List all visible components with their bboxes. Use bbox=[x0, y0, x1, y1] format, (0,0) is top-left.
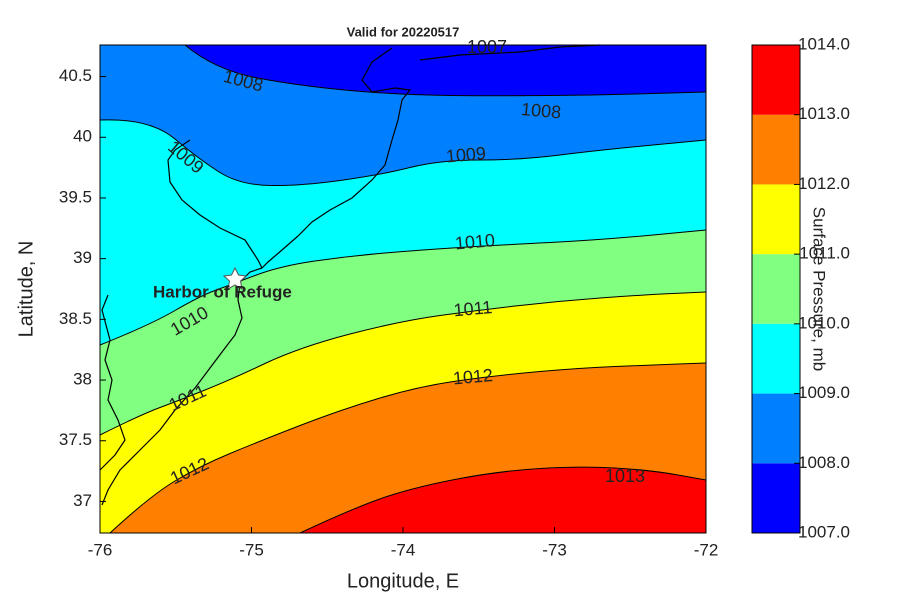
colorbar-tick-label: 1012.0 bbox=[798, 174, 850, 193]
annotation: Harbor of Refuge bbox=[153, 282, 292, 301]
contour-label: 1010 bbox=[454, 230, 496, 253]
y-tick-label: 38.5 bbox=[59, 309, 92, 328]
colorbar-segment bbox=[752, 254, 800, 324]
location-marker bbox=[222, 266, 248, 290]
colorbar-tick-label: 1013.0 bbox=[798, 104, 850, 123]
x-tick-label: -74 bbox=[391, 540, 416, 559]
y-tick-label: 40 bbox=[73, 127, 92, 146]
colorbar-segment bbox=[752, 114, 800, 185]
x-tick-label: -73 bbox=[542, 540, 567, 559]
contour-line bbox=[184, 44, 707, 97]
contour-fill bbox=[100, 45, 706, 534]
contour-lines bbox=[99, 44, 707, 534]
contour-label: 1009 bbox=[445, 143, 487, 166]
colorbar-frame bbox=[751, 44, 801, 534]
colorbar-segment bbox=[752, 45, 800, 115]
y-tick-label: 39 bbox=[73, 248, 92, 267]
colorbar-tick-label: 1007.0 bbox=[798, 522, 850, 541]
y-tick-label: 39.5 bbox=[59, 187, 92, 206]
colorbar: 1007.0 1008.0 1009.0 1010.0 1011.0 1012.0 1013… bbox=[751, 34, 850, 541]
y-axis-label: Latitude, N bbox=[15, 241, 37, 338]
contour-label: 1008 bbox=[520, 99, 562, 122]
contour-line bbox=[99, 119, 707, 187]
y-tick-label: 37.5 bbox=[59, 430, 92, 449]
contour-line bbox=[299, 466, 707, 534]
colorbar-tick-label: 1014.0 bbox=[798, 34, 850, 53]
colorbar-segment bbox=[752, 323, 800, 394]
x-tick-label: -72 bbox=[694, 540, 719, 559]
contour-line bbox=[99, 291, 707, 436]
chart-title: Valid for 20220517 bbox=[347, 24, 460, 39]
colorbar-segment bbox=[752, 463, 800, 533]
colorbar-tick-label: 1010.0 bbox=[798, 313, 850, 332]
colorbar-segment bbox=[752, 184, 800, 255]
contour-line bbox=[109, 362, 707, 534]
contour-label: 1012 bbox=[452, 365, 494, 388]
x-axis-label: Longitude, E bbox=[347, 570, 459, 592]
x-tick-label: -76 bbox=[88, 540, 113, 559]
colorbar-segment bbox=[752, 393, 800, 464]
colorbar-label: Surface Pressure, mb bbox=[810, 207, 829, 371]
y-tick-label: 38 bbox=[73, 370, 92, 389]
contour-label: 1013 bbox=[605, 466, 645, 486]
coastline bbox=[99, 44, 601, 506]
colorbar-tick-label: 1008.0 bbox=[798, 453, 850, 472]
colorbar-tick-label: 1009.0 bbox=[798, 383, 850, 402]
y-tick-label: 37 bbox=[73, 491, 92, 510]
y-tick-label: 40.5 bbox=[59, 66, 92, 85]
colorbar-tick-label: 1011.0 bbox=[799, 244, 850, 263]
contour-band bbox=[300, 467, 706, 533]
contour-label: 1007 bbox=[467, 37, 507, 57]
x-tick-label: -75 bbox=[239, 540, 264, 559]
contour-line bbox=[99, 229, 707, 346]
contour-label: 1011 bbox=[453, 297, 493, 320]
